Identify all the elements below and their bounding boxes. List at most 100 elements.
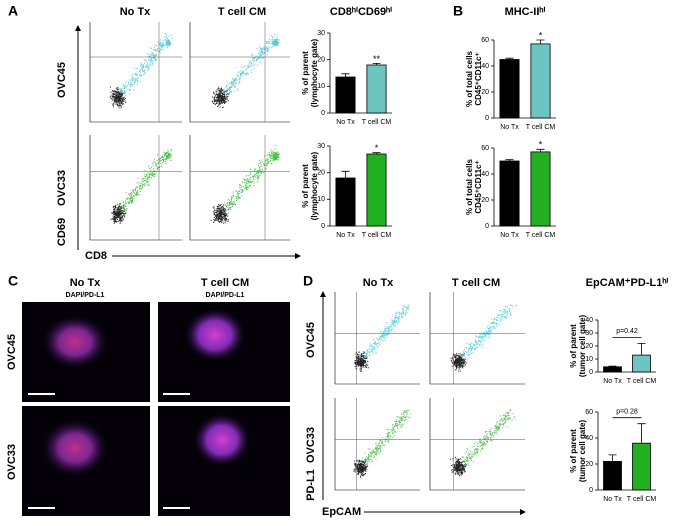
event-dot [486,430,488,432]
event-dot [375,458,377,460]
event-dot [274,159,276,161]
event-dot [259,168,261,170]
event-dot [486,441,488,443]
event-dot [214,220,216,222]
event-dot [123,210,125,212]
event-dot [489,333,491,335]
event-dot [165,156,167,158]
event-dot [269,40,271,42]
event-dot [460,465,462,467]
event-dot [379,338,381,340]
event-dot [370,344,372,346]
event-dot [384,337,386,339]
column-label: No Tx [120,6,151,18]
axis-label: CD69 [56,218,68,246]
event-dot [116,220,118,222]
event-dot [115,217,117,219]
event-dot [372,451,374,453]
event-dot [154,162,156,164]
event-dot [224,204,226,206]
event-dot [119,103,121,105]
event-dot [122,93,124,95]
event-dot [371,349,373,351]
event-dot [398,422,400,424]
event-dot [277,153,279,155]
event-dot [490,430,492,432]
event-dot [129,194,131,196]
event-dot [233,84,235,86]
event-dot [143,62,145,64]
event-dot [355,465,357,467]
flow-plot [89,135,182,241]
event-dot [374,343,376,345]
event-dot [398,313,400,315]
event-dot [120,207,122,209]
event-dot [150,167,152,169]
event-dot [486,433,488,435]
event-dot [392,424,394,426]
event-dot [220,212,222,214]
event-dot [118,213,120,215]
event-dot [365,464,367,466]
event-dot [477,448,479,450]
event-dot [159,47,161,49]
event-dot [387,332,389,334]
event-dot [503,308,505,310]
event-dot [221,222,223,224]
event-dot [506,312,508,314]
event-dot [475,341,477,343]
event-dot [157,168,159,170]
event-dot [461,463,463,465]
event-dot [146,175,148,177]
event-dot [456,460,458,462]
event-dot [140,63,142,65]
event-dot [397,421,399,423]
event-dot [123,206,125,208]
event-dot [356,468,358,470]
event-dot [257,52,259,54]
event-dot [484,339,486,341]
event-dot [221,92,223,94]
event-dot [231,81,233,83]
event-dot [121,95,123,97]
event-dot [464,464,466,466]
bar [335,76,356,114]
event-dot [276,152,278,154]
event-dot [216,91,218,93]
event-dot [123,99,125,101]
event-dot [368,458,370,460]
event-dot [118,210,120,212]
event-dot [221,102,223,104]
event-dot [376,454,378,456]
event-dot [128,82,130,84]
event-dot [402,307,404,309]
event-dot [110,98,112,100]
event-dot [471,446,473,448]
event-dot [140,69,142,71]
event-dot [212,103,214,105]
event-dot [247,64,249,66]
event-dot [114,211,116,213]
event-dot [455,364,457,366]
event-dot [393,427,395,429]
event-dot [357,360,359,362]
event-dot [455,363,457,365]
event-dot [228,212,230,214]
event-dot [467,463,469,465]
event-dot [265,160,267,162]
event-dot [128,79,130,81]
event-dot [165,163,167,165]
event-dot [164,154,166,156]
event-dot [367,349,369,351]
event-dot [166,157,168,159]
event-dot [458,360,460,362]
event-dot [255,55,257,57]
event-dot [215,99,217,101]
event-dot [372,353,374,355]
event-dot [213,102,215,104]
x-tick-label: No Tx [603,378,622,385]
event-dot [223,100,225,102]
event-dot [121,212,123,214]
event-dot [361,471,363,473]
event-dot [217,206,219,208]
